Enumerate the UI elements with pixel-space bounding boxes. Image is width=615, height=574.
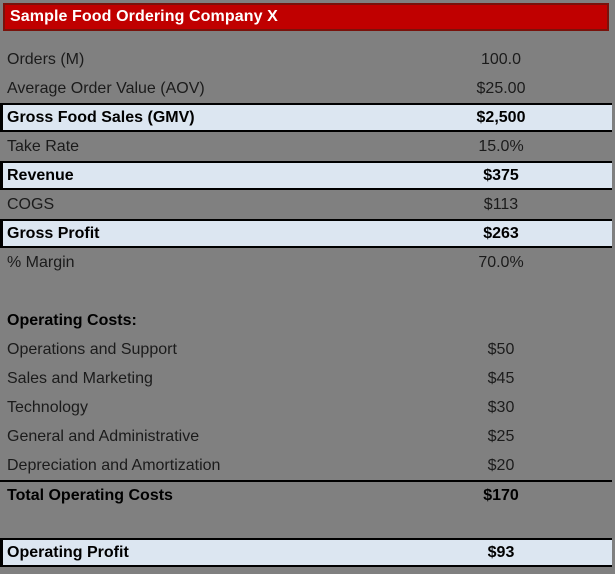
row-label: Depreciation and Amortization (7, 456, 221, 474)
table-row: General and Administrative $25 (0, 422, 612, 451)
row-label: General and Administrative (7, 427, 200, 445)
row-value: $375 (483, 166, 519, 184)
row-value: $20 (487, 456, 515, 474)
row-value: $93 (487, 543, 515, 561)
table-row: Gross Food Sales (GMV) $2,500 (0, 103, 612, 132)
row-value: $30 (487, 398, 515, 416)
table-row: Take Rate 15.0% (0, 132, 612, 161)
table-row: Depreciation and Amortization $20 (0, 451, 612, 480)
page-title: Sample Food Ordering Company X (10, 8, 278, 25)
table-row: COGS $113 (0, 190, 612, 219)
table-row: Orders (M) 100.0 (0, 45, 612, 74)
row-label: Gross Food Sales (GMV) (7, 108, 195, 126)
row-value: $25.00 (476, 79, 526, 97)
table-row: Technology $30 (0, 393, 612, 422)
row-label: Technology (7, 398, 88, 416)
title-banner: Sample Food Ordering Company X (3, 3, 609, 31)
row-label: Operating Costs: (7, 311, 137, 329)
table-row: Revenue $375 (0, 161, 612, 190)
row-label: Operations and Support (7, 340, 177, 358)
table-row: Gross Profit $263 (0, 219, 612, 248)
table-row: Operating Costs: (0, 306, 612, 335)
row-label: % Margin (7, 253, 75, 271)
table-row: Sales and Marketing $45 (0, 364, 612, 393)
row-value: 70.0% (478, 253, 524, 271)
row-label: Gross Profit (7, 224, 100, 242)
row-label: Total Operating Costs (7, 486, 173, 504)
row-label: Take Rate (7, 137, 80, 155)
row-label: Revenue (7, 166, 74, 184)
row-value: $45 (487, 369, 515, 387)
table-row: Operating Profit $93 (0, 538, 612, 567)
row-label: Average Order Value (AOV) (7, 79, 205, 97)
table-row: % Margin 70.0% (0, 248, 612, 277)
row-label: Sales and Marketing (7, 369, 153, 387)
row-label: Operating Profit (7, 543, 129, 561)
table-row: Total Operating Costs $170 (0, 480, 612, 509)
table-row (0, 509, 612, 538)
table-row: Average Order Value (AOV) $25.00 (0, 74, 612, 103)
financial-table: Orders (M) 100.0 Average Order Value (AOV)… (0, 45, 612, 567)
row-value: $2,500 (476, 108, 526, 126)
row-label: Orders (M) (7, 50, 85, 68)
table-row: Operations and Support $50 (0, 335, 612, 364)
row-value: $50 (487, 340, 515, 358)
row-value: 100.0 (480, 50, 522, 68)
row-value: $25 (487, 427, 515, 445)
row-value: $170 (483, 486, 519, 504)
table-row (0, 277, 612, 306)
row-value: 15.0% (478, 137, 524, 155)
row-value: $113 (483, 195, 519, 213)
row-value: $263 (483, 224, 519, 242)
row-label: COGS (7, 195, 55, 213)
